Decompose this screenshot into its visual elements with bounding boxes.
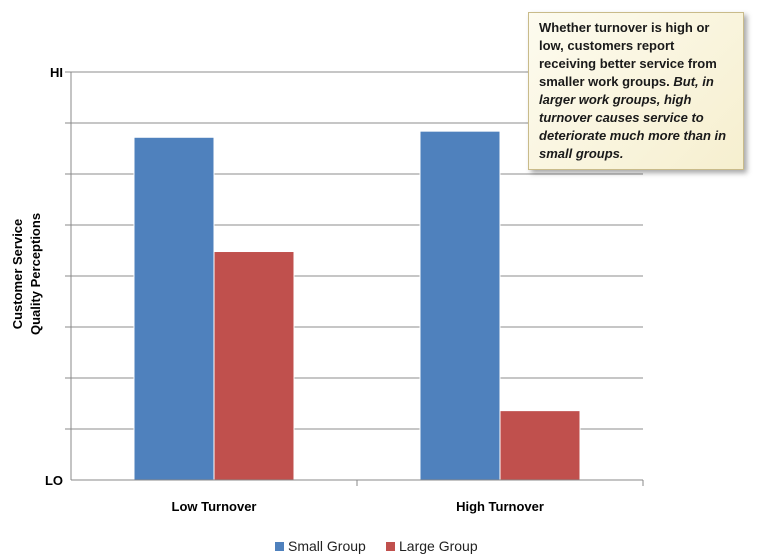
bar-large-group-high-turnover <box>499 410 581 481</box>
x-category-labels: Low Turnover High Turnover <box>172 499 544 514</box>
legend-swatch-large-group <box>386 542 395 551</box>
callout-text-plain: Whether turnover is high or low, custome… <box>539 20 717 89</box>
y-axis-label-line-1: Customer Service <box>10 219 25 330</box>
callout-text-italic: But, in larger work groups, high turnove… <box>539 74 727 161</box>
legend-label-small-group: Small Group <box>288 538 366 554</box>
bar-small-group-low-turnover <box>133 136 215 481</box>
y-tick-label-bottom: LO <box>45 473 63 488</box>
bar-small-group-high-turnover <box>419 130 501 481</box>
x-category-label: Low Turnover <box>172 499 257 514</box>
callout-note: Whether turnover is high or low, custome… <box>528 12 744 170</box>
bars <box>133 130 581 481</box>
legend-label-large-group: Large Group <box>399 538 478 554</box>
y-tick-label-top: HI <box>50 65 63 80</box>
x-category-label: High Turnover <box>456 499 544 514</box>
legend-swatch-small-group <box>275 542 284 551</box>
bar-large-group-low-turnover <box>213 251 295 481</box>
legend: Small Group Large Group <box>275 538 478 554</box>
y-axis-label-line-2: Quality Perceptions <box>28 213 43 335</box>
